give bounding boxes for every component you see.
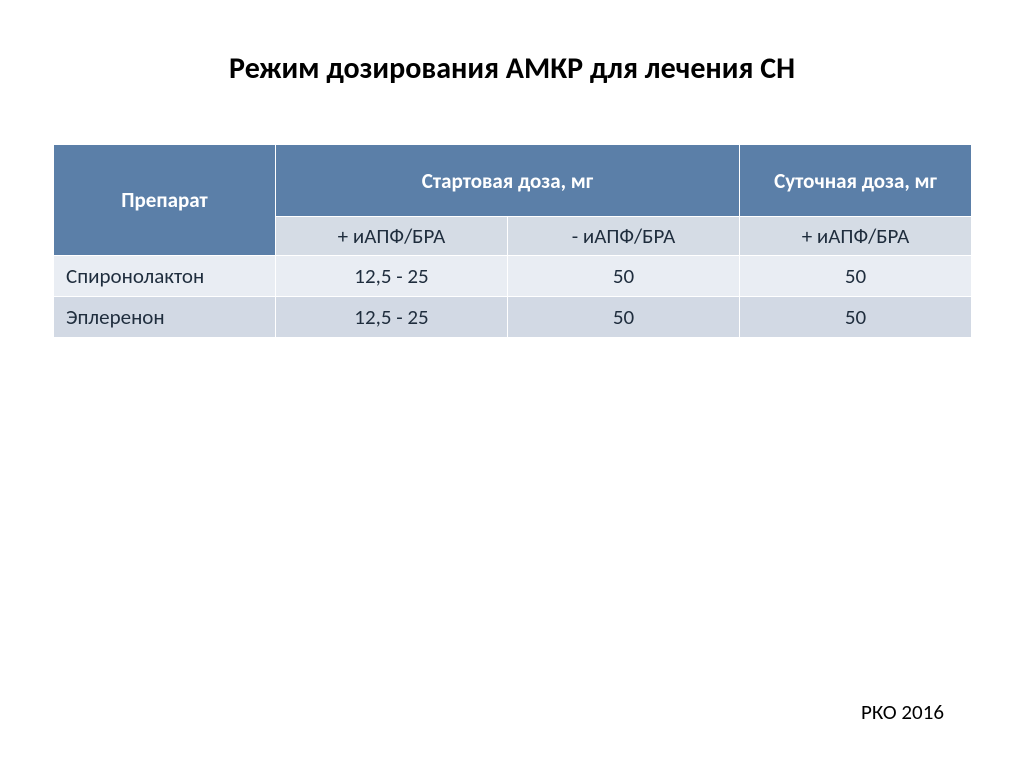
cell-drug-name: Спиронолактон (54, 256, 276, 297)
dosage-table-container: Препарат Стартовая доза, мг Суточная доз… (53, 144, 971, 338)
col-header-daily-dose: Суточная доза, мг (740, 145, 972, 217)
footer-citation: РКО 2016 (861, 699, 944, 725)
table-row: Эплеренон 12,5 - 25 50 50 (54, 297, 972, 338)
col-header-drug: Препарат (54, 145, 276, 256)
cell-start-with: 12,5 - 25 (276, 256, 508, 297)
cell-daily: 50 (740, 256, 972, 297)
cell-daily: 50 (740, 297, 972, 338)
dosage-table: Препарат Стартовая доза, мг Суточная доз… (53, 144, 972, 338)
col-sub-without-acei: - иАПФ/БРА (508, 217, 740, 256)
cell-drug-name: Эплеренон (54, 297, 276, 338)
col-sub-with-acei: + иАПФ/БРА (276, 217, 508, 256)
cell-start-without: 50 (508, 297, 740, 338)
table-header-row-1: Препарат Стартовая доза, мг Суточная доз… (54, 145, 972, 217)
col-sub-daily: + иАПФ/БРА (740, 217, 972, 256)
table-row: Спиронолактон 12,5 - 25 50 50 (54, 256, 972, 297)
slide-title: Режим дозирования АМКР для лечения СН (0, 50, 1024, 87)
cell-start-without: 50 (508, 256, 740, 297)
col-header-start-dose: Стартовая доза, мг (276, 145, 740, 217)
cell-start-with: 12,5 - 25 (276, 297, 508, 338)
slide: Режим дозирования АМКР для лечения СН Пр… (0, 0, 1024, 767)
